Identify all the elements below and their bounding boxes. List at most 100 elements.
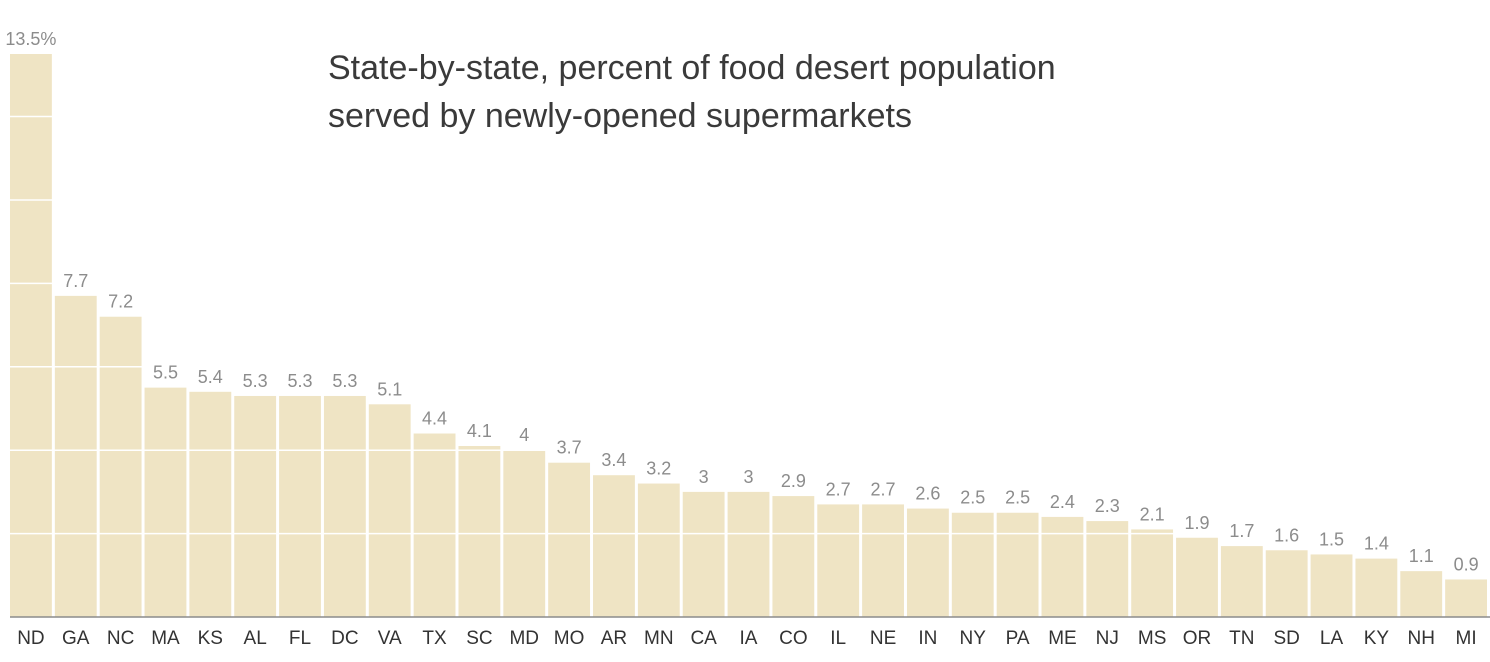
value-label-ms: 2.1 — [1140, 504, 1165, 524]
value-label-or: 1.9 — [1184, 513, 1209, 533]
bar-me — [1041, 516, 1084, 617]
bar-ne — [862, 504, 904, 617]
x-tick-label-ny: NY — [960, 628, 987, 649]
value-label-nh: 1.1 — [1409, 546, 1434, 566]
bar-il — [817, 504, 860, 617]
value-label-ne: 2.7 — [871, 479, 896, 499]
value-label-pa: 2.5 — [1005, 488, 1030, 508]
value-label-mn: 3.2 — [646, 459, 671, 479]
x-tick-label-tx: TX — [422, 628, 447, 649]
bar-va — [368, 404, 411, 617]
bar-la — [1310, 554, 1353, 617]
value-label-nj: 2.3 — [1095, 496, 1120, 516]
value-label-ma: 5.5 — [153, 363, 178, 383]
x-tick-label-mn: MN — [644, 628, 674, 649]
x-tick-label-ma: MA — [151, 628, 180, 649]
bar-mi — [1445, 579, 1487, 617]
bar-tx — [413, 433, 456, 617]
value-label-md: 4 — [519, 425, 529, 445]
x-tick-label-md: MD — [509, 628, 539, 649]
bar-or — [1176, 537, 1218, 617]
x-tick-label-mo: MO — [554, 628, 585, 649]
x-tick-label-nj: NJ — [1096, 628, 1119, 649]
x-tick-label-la: LA — [1320, 628, 1344, 649]
bar-nd — [10, 54, 52, 617]
value-label-nd: 13.5% — [5, 29, 56, 49]
bar-fl — [279, 395, 321, 617]
value-label-in: 2.6 — [915, 484, 940, 504]
x-tick-label-nh: NH — [1408, 628, 1435, 649]
value-label-me: 2.4 — [1050, 492, 1075, 512]
bar-ia — [727, 491, 770, 617]
value-label-ca: 3 — [699, 467, 709, 487]
x-axis-ticks-layer: ND GA NC MA KS AL FL DC VA TX SC MD MO AR MN CA IA CO IL NE… — [17, 628, 1476, 649]
value-label-ks: 5.4 — [198, 367, 223, 387]
bar-ma — [144, 387, 187, 617]
x-tick-label-nd: ND — [17, 628, 44, 649]
bar-mo — [548, 462, 591, 617]
x-tick-label-co: CO — [779, 628, 808, 649]
value-label-tx: 4.4 — [422, 409, 447, 429]
value-label-nc: 7.2 — [108, 292, 133, 312]
value-label-va: 5.1 — [377, 379, 402, 399]
bar-nj — [1086, 521, 1129, 617]
bar-pa — [996, 512, 1039, 617]
chart-title: State-by-state, percent of food desert p… — [328, 44, 1188, 140]
x-tick-label-al: AL — [244, 628, 267, 649]
x-tick-label-ca: CA — [690, 628, 717, 649]
x-tick-label-mi: MI — [1456, 628, 1477, 649]
bar-tn — [1220, 546, 1263, 617]
x-tick-label-ky: KY — [1364, 628, 1390, 649]
value-label-fl: 5.3 — [288, 371, 313, 391]
x-tick-label-il: IL — [830, 628, 846, 649]
value-label-il: 2.7 — [826, 479, 851, 499]
chart-title-line-2: served by newly-opened supermarkets — [328, 97, 912, 135]
value-label-ga: 7.7 — [63, 271, 88, 291]
bars-layer — [10, 54, 1487, 617]
value-label-tn: 1.7 — [1229, 521, 1254, 541]
x-tick-label-ks: KS — [198, 628, 223, 649]
bar-ga — [54, 295, 97, 617]
x-tick-label-ga: GA — [62, 628, 90, 649]
bar-ks — [189, 391, 232, 617]
x-tick-label-sd: SD — [1273, 628, 1299, 649]
bar-in — [906, 508, 949, 617]
x-tick-label-me: ME — [1048, 628, 1077, 649]
value-label-ky: 1.4 — [1364, 534, 1389, 554]
bar-ar — [593, 475, 635, 617]
bar-ky — [1355, 558, 1398, 617]
x-tick-label-pa: PA — [1006, 628, 1030, 649]
x-tick-label-va: VA — [378, 628, 402, 649]
value-label-ar: 3.4 — [601, 450, 626, 470]
x-tick-label-fl: FL — [289, 628, 311, 649]
x-tick-label-dc: DC — [331, 628, 358, 649]
x-tick-label-ar: AR — [601, 628, 627, 649]
bar-al — [234, 395, 277, 617]
x-tick-label-ms: MS — [1138, 628, 1167, 649]
bar-co — [772, 496, 815, 617]
value-label-sc: 4.1 — [467, 421, 492, 441]
grid-layer — [10, 115, 1490, 535]
bar-ms — [1131, 529, 1174, 617]
x-tick-label-sc: SC — [466, 628, 492, 649]
bar-sd — [1265, 550, 1308, 617]
bar-dc — [323, 395, 366, 617]
value-label-dc: 5.3 — [332, 371, 357, 391]
value-label-co: 2.9 — [781, 471, 806, 491]
value-labels-layer: 13.5% 7.7 7.2 5.5 5.4 5.3 5.3 5.3 5.1 4.4 4.1 4 3.7 3… — [5, 29, 1478, 574]
x-tick-label-tn: TN — [1229, 628, 1254, 649]
bar-ny — [951, 512, 994, 617]
x-tick-label-ne: NE — [870, 628, 896, 649]
value-label-mo: 3.7 — [557, 438, 582, 458]
bar-ca — [682, 491, 725, 617]
value-label-sd: 1.6 — [1274, 525, 1299, 545]
bar-mn — [637, 483, 680, 617]
value-label-mi: 0.9 — [1454, 554, 1479, 574]
x-tick-label-nc: NC — [107, 628, 134, 649]
x-tick-label-ia: IA — [740, 628, 758, 649]
value-label-ny: 2.5 — [960, 488, 985, 508]
bar-nc — [99, 316, 142, 617]
bar-sc — [458, 446, 501, 617]
